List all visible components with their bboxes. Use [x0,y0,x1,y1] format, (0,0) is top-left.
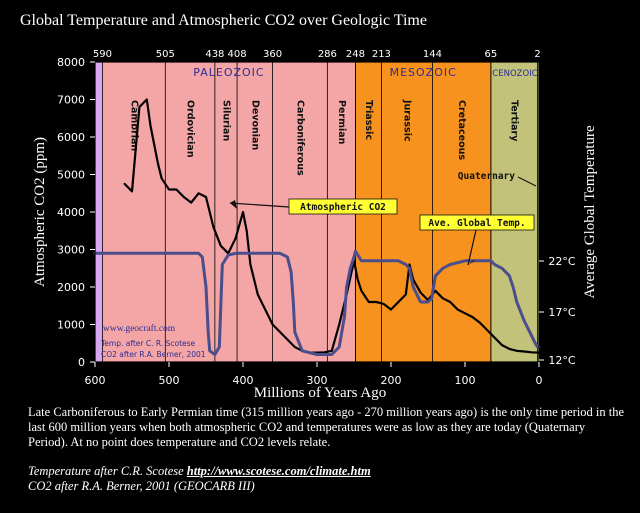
top-tick-408: 408 [228,49,247,60]
co2-callout-text: Atmospheric CO2 [300,202,386,213]
y-axis-title: Atmospheric CO2 (ppm) [32,137,48,287]
temp-callout-arrowhead [468,259,475,265]
y2-tick-12c: 12°C [548,354,575,367]
quaternary-arrow [517,176,537,187]
top-tick-505: 505 [156,49,175,60]
pre-cambrian-band [95,62,103,362]
scotese-link[interactable]: http://www.scotese.com/climate.htm [186,464,371,478]
period-label-tertiary: Tertiary [509,100,520,142]
era-label-paleozoic: PALEOZOIC [193,66,264,79]
y-tick-2000: 2000 [57,281,85,294]
period-label-cambrian: Cambrian [128,100,139,151]
era-band-cenozoic [490,62,539,362]
chart-svg: Cambrian Ordovician Silurian Devonian Carbon… [32,49,598,401]
era-label-cenozoic: CENOZOIC [492,69,537,79]
x-tick-300: 300 [307,374,328,387]
y-tick-5000: 5000 [57,169,85,182]
top-tick-213: 213 [372,49,391,60]
period-label-permian: Permian [336,100,347,145]
top-tick-65: 65 [485,49,498,60]
credit-temperature-text: Temperature after C.R. Scotese [28,464,184,478]
top-tick-438: 438 [205,49,224,60]
x-tick-200: 200 [381,374,402,387]
y2-tick-22c: 22°C [548,255,575,268]
temperature-series-line [93,249,541,356]
temp-callout-arrow [467,229,477,266]
x-tick-500: 500 [159,374,180,387]
temp-callout-text: Ave. Global Temp. [428,218,525,229]
top-tick-248: 248 [346,49,365,60]
credits: Temperature after C.R. Scotese http://ww… [28,464,628,494]
top-tick-286: 286 [318,49,337,60]
co2-callout-arrow [229,202,290,208]
period-label-jurassic: Jurassic [401,99,412,142]
top-tick-2: 2 [534,49,540,60]
caption-text: Late Carboniferous to Early Permian time… [28,405,625,449]
credit-line-1: Temp. after C. R. Scotese [100,339,196,348]
y-tick-6000: 6000 [57,131,85,144]
y-tick-4000: 4000 [57,206,85,219]
period-label-cretaceous: Cretaceous [456,100,467,160]
y-tick-1000: 1000 [57,319,85,332]
x-tick-100: 100 [455,374,476,387]
period-label-carboniferous: Carboniferous [294,100,305,176]
top-tick-144: 144 [423,49,442,60]
period-label-triassic: Triassic [363,100,374,140]
top-tick-590: 590 [93,49,112,60]
y-tick-0: 0 [78,356,85,369]
x-tick-0: 0 [536,374,543,387]
quaternary-label: Quaternary [458,171,515,182]
top-tick-360: 360 [263,49,282,60]
co2-callout-arrowhead [230,200,237,209]
y-tick-8000: 8000 [57,56,85,69]
y-tick-7000: 7000 [57,94,85,107]
period-label-ordovician: Ordovician [185,100,196,158]
y2-tick-17c: 17°C [548,306,575,319]
x-tick-600: 600 [85,374,106,387]
co2-callout-box [288,198,398,215]
era-label-mesozoic: MESOZOIC [390,66,457,79]
geocraft-label: www.geocraft.com [103,323,176,334]
co2-series-line [123,98,541,354]
credit-temperature: Temperature after C.R. Scotese http://ww… [28,464,628,479]
period-label-devonian: Devonian [249,100,260,150]
period-label-silurian: Silurian [220,100,231,141]
x-axis-title: Millions of Years Ago [254,385,387,401]
temp-callout-box [419,214,535,231]
y-tick-3000: 3000 [57,244,85,257]
x-tick-400: 400 [233,374,254,387]
page-title: Global Temperature and Atmospheric CO2 o… [20,12,427,29]
credit-line-2: CO2 after R.A. Berner, 2001 [101,350,206,359]
y2-axis-title: Average Global Temperature [582,125,598,299]
credit-co2: CO2 after R.A. Berner, 2001 (GEOCARB III… [28,479,255,493]
